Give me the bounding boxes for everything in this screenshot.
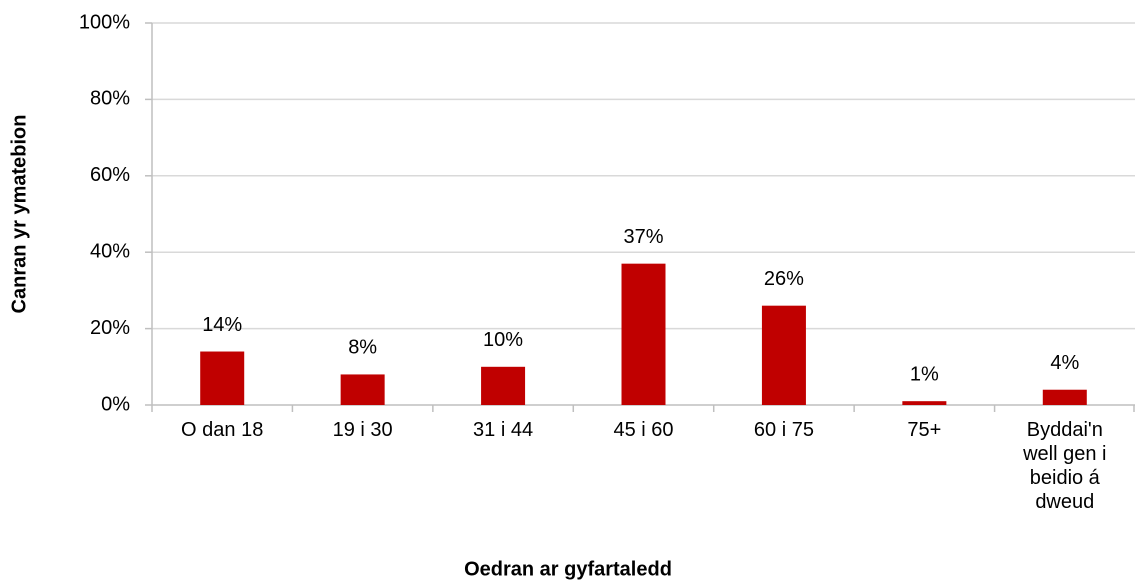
bar xyxy=(481,366,526,405)
x-tick-label: Byddai'n well gen i beidio á dweud xyxy=(1023,419,1107,513)
bar xyxy=(621,263,666,405)
data-label: 37% xyxy=(623,226,663,248)
y-tick-label: 80% xyxy=(90,88,130,110)
bar xyxy=(200,351,245,405)
y-tick-label: 20% xyxy=(90,317,130,339)
y-tick-label: 100% xyxy=(79,11,130,33)
x-tick-label: 31 i 44 xyxy=(473,419,534,441)
x-tick-label: 75+ xyxy=(907,419,942,441)
data-label: 14% xyxy=(202,314,242,336)
y-tick-label: 60% xyxy=(90,164,130,186)
bar xyxy=(1042,389,1087,405)
y-axis-title: Canran yr ymatebion xyxy=(8,115,30,314)
x-tick-label: 19 i 30 xyxy=(332,419,393,441)
data-label: 8% xyxy=(348,337,377,359)
x-axis-title: Oedran ar gyfartaledd xyxy=(464,558,672,580)
x-tick-label: 45 i 60 xyxy=(613,419,674,441)
data-label: 26% xyxy=(764,268,804,290)
bar xyxy=(902,401,947,405)
y-tick-label: 0% xyxy=(101,393,130,415)
bar xyxy=(761,305,806,405)
data-label: 4% xyxy=(1050,352,1079,374)
bar xyxy=(340,374,385,405)
x-tick-label: O dan 18 xyxy=(181,419,264,441)
data-label: 1% xyxy=(910,363,939,385)
x-tick-label: 60 i 75 xyxy=(753,419,814,441)
data-label: 10% xyxy=(483,329,523,351)
y-tick-label: 40% xyxy=(90,240,130,262)
